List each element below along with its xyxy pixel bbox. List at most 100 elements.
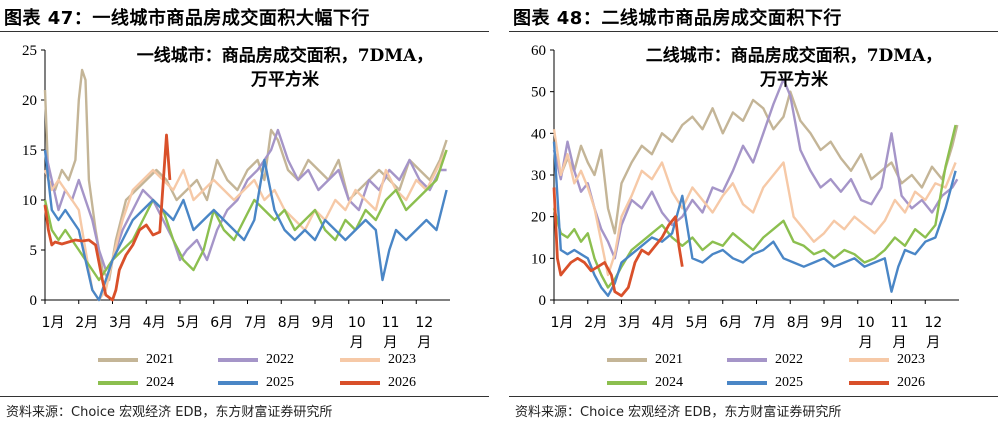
series-line-2025 [43, 149, 448, 302]
legend-swatch [607, 381, 647, 385]
series-line-2022 [43, 128, 447, 272]
chart-title: 一线城市：商品房成交面积，7DMA， 万平方米 [110, 44, 460, 92]
legend-item-2025: 2025 [727, 373, 803, 393]
y-tick-label: 40 [531, 126, 546, 142]
legend-item-2022: 2022 [727, 350, 803, 370]
legend-label: 2021 [146, 352, 174, 367]
y-tick-label: 10 [531, 251, 546, 267]
x-tick-label: 10 月 [857, 315, 875, 350]
legend-swatch [607, 358, 647, 362]
legend-label: 2026 [388, 375, 416, 390]
x-tick-label-number: 11 [382, 315, 400, 331]
chart-legend: 2021 2022 2023 2024 2025 2026 [0, 350, 489, 396]
panel-tier2: 图表 48：二线城市商品房成交面积下行 0 10 20 30 40 50 60 1月 2月 3月 4… [509, 0, 998, 423]
legend-item-2023: 2023 [849, 350, 925, 370]
y-tick-label: 10 [22, 193, 37, 209]
x-tick-label: 7月 [753, 315, 776, 331]
series-line-2026 [552, 187, 684, 298]
x-tick-label-unit: 月 [926, 335, 940, 350]
x-tick-label: 3月 [109, 315, 132, 331]
x-tick-label: 1月 [42, 315, 65, 331]
legend-label: 2025 [775, 375, 803, 390]
legend-swatch [218, 358, 258, 362]
series-line-2021 [552, 90, 959, 235]
legend-swatch [340, 381, 380, 385]
series-line-2026 [43, 133, 172, 302]
legend-item-2024: 2024 [98, 373, 174, 393]
legend-swatch [98, 358, 138, 362]
x-tick-label-unit: 月 [350, 335, 364, 350]
legend-swatch [340, 358, 380, 362]
source-note: 资料来源：Choice 宏观经济 EDB，东方财富证券研究所 [515, 405, 842, 420]
x-tick-label: 6月 [210, 315, 233, 331]
y-tick-label: 25 [22, 43, 37, 59]
top-rule [0, 31, 489, 32]
series-line-2024 [43, 149, 448, 282]
x-tick-label-number: 11 [891, 315, 909, 331]
x-tick-label: 3月 [618, 315, 641, 331]
series-line-2022 [552, 77, 959, 260]
x-tick-label-unit: 月 [384, 335, 398, 350]
y-tick-label: 30 [531, 168, 546, 184]
chart-title: 二线城市：商品房成交面积，7DMA， 万平方米 [619, 44, 969, 92]
y-tick-label: 5 [30, 243, 38, 259]
legend-swatch [727, 358, 767, 362]
x-tick-label: 8月 [787, 315, 810, 331]
x-tick-label: 6月 [719, 315, 742, 331]
x-tick-label: 11 月 [382, 315, 400, 350]
x-tick-label: 12 月 [415, 315, 433, 350]
series-line-2025 [552, 141, 957, 297]
panel-tier1: 图表 47：一线城市商品房成交面积大幅下行 0 5 10 15 20 25 1月 2月 3月 4月… [0, 0, 489, 423]
legend-label: 2025 [266, 375, 294, 390]
y-tick-label: 50 [531, 85, 546, 101]
bottom-rule [0, 396, 489, 397]
legend-swatch [218, 381, 258, 385]
x-tick-label: 5月 [177, 315, 200, 331]
legend-label: 2022 [775, 352, 803, 367]
legend-item-2026: 2026 [340, 373, 416, 393]
y-tick-label: 60 [531, 43, 546, 59]
x-tick-label: 9月 [821, 315, 844, 331]
legend-label: 2024 [655, 375, 683, 390]
chart-title-line1: 一线城市：商品房成交面积，7DMA， [136, 46, 434, 66]
legend-label: 2023 [897, 352, 925, 367]
legend-label: 2024 [146, 375, 174, 390]
x-tick-label: 12 月 [924, 315, 942, 350]
legend-swatch [849, 358, 889, 362]
series-line-2024 [552, 124, 957, 289]
x-tick-label: 9月 [312, 315, 335, 331]
figure-title: 图表 48：二线城市商品房成交面积下行 [513, 8, 842, 29]
x-tick-label-unit: 月 [893, 335, 907, 350]
x-tick-label: 8月 [278, 315, 301, 331]
legend-item-2023: 2023 [340, 350, 416, 370]
legend-item-2026: 2026 [849, 373, 925, 393]
legend-label: 2026 [897, 375, 925, 390]
figure-title: 图表 47：一线城市商品房成交面积大幅下行 [4, 8, 370, 29]
line-chart-tier1: 0 5 10 15 20 25 1月 2月 3月 4月 5月 6月 7月 8月 9月 10 月 11 月 12 月 [22, 43, 450, 350]
x-tick-label: 10 月 [348, 315, 366, 350]
legend-item-2022: 2022 [218, 350, 294, 370]
x-tick-label-number: 10 [857, 315, 875, 331]
y-tick-label: 0 [30, 293, 38, 309]
x-tick-label: 2月 [584, 315, 607, 331]
x-tick-label: 4月 [143, 315, 166, 331]
y-tick-label: 20 [22, 93, 37, 109]
x-tick-label: 7月 [244, 315, 267, 331]
bottom-rule [509, 396, 998, 397]
source-note: 资料来源：Choice 宏观经济 EDB，东方财富证券研究所 [6, 405, 333, 420]
legend-swatch [98, 381, 138, 385]
chart-title-line2: 万平方米 [251, 70, 319, 90]
legend-label: 2021 [655, 352, 683, 367]
legend-item-2021: 2021 [607, 350, 683, 370]
series-line-2023 [552, 129, 957, 277]
legend-item-2025: 2025 [218, 373, 294, 393]
legend-item-2021: 2021 [98, 350, 174, 370]
x-tick-label: 2月 [75, 315, 98, 331]
legend-swatch [849, 381, 889, 385]
x-tick-label-number: 12 [924, 315, 942, 331]
y-tick-label: 0 [539, 293, 547, 309]
x-tick-label-number: 12 [415, 315, 433, 331]
y-tick-label: 15 [22, 143, 37, 159]
x-tick-label-unit: 月 [859, 335, 873, 350]
legend-label: 2023 [388, 352, 416, 367]
